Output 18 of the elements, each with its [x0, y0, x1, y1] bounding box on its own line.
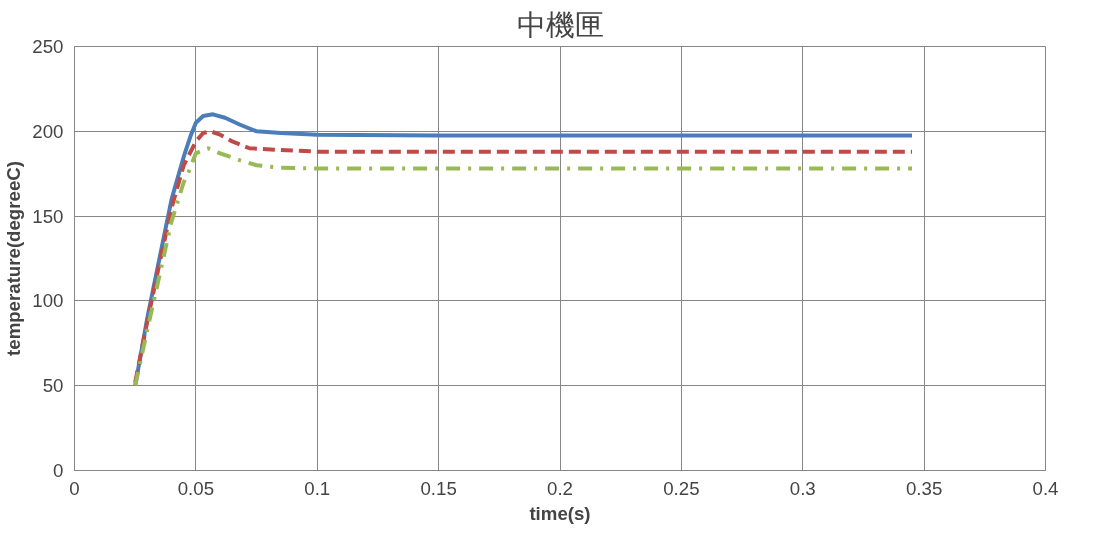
x-tick-label: 0.15	[420, 477, 457, 499]
x-tick-label: 0.3	[789, 477, 816, 499]
y-tick-label: 0	[53, 460, 64, 481]
x-tick-label: 0.25	[663, 477, 700, 499]
y-tick-label: 50	[42, 375, 64, 397]
x-tick-label: 0.05	[177, 477, 215, 499]
y-tick-label: 150	[32, 205, 64, 227]
y-tick-label: 250	[32, 36, 64, 57]
x-tick-label: 0.1	[304, 477, 331, 499]
x-tick-label: 0.2	[547, 477, 573, 499]
chart-title: 中機匣	[516, 7, 604, 42]
y-tick-label: 100	[32, 290, 64, 312]
x-tick-label: 0.4	[1032, 477, 1059, 499]
x-tick-label: 0.35	[905, 477, 943, 499]
y-tick-label: 200	[32, 120, 64, 142]
y-axis-title: temperature(degreeC)	[3, 161, 25, 356]
x-axis-title: time(s)	[529, 502, 591, 524]
x-tick-label: 0	[69, 477, 80, 499]
